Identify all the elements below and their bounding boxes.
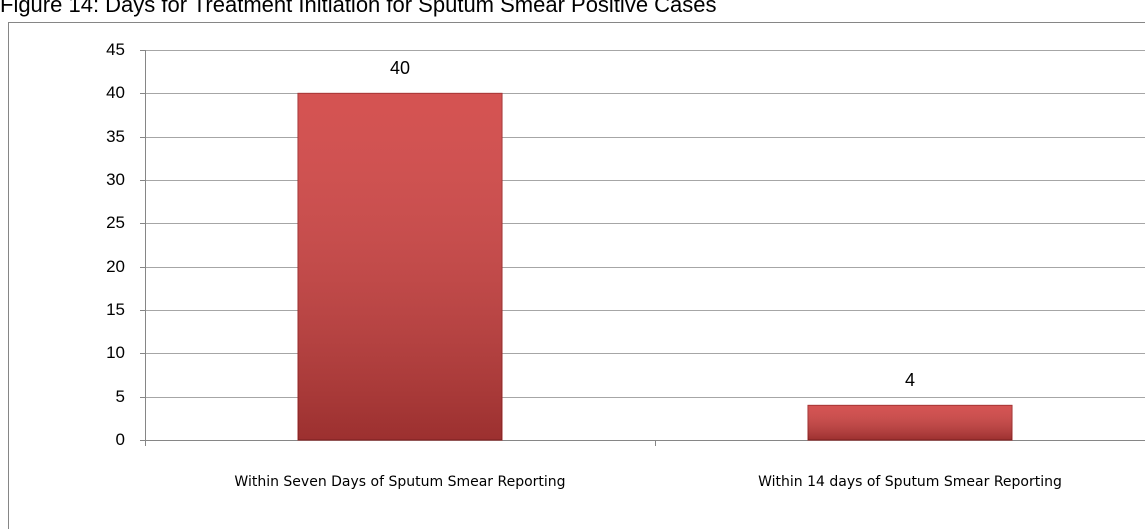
x-tick-label: Within Seven Days of Sputum Smear Report… bbox=[234, 474, 565, 490]
y-tick-label: 30 bbox=[106, 170, 125, 189]
bar-shade bbox=[808, 405, 1012, 440]
y-tick-label: 0 bbox=[116, 430, 125, 449]
y-tick-label: 5 bbox=[116, 387, 125, 406]
y-tick-label: 25 bbox=[106, 213, 125, 232]
y-tick-label: 15 bbox=[106, 300, 125, 319]
y-tick-label: 40 bbox=[106, 83, 125, 102]
bar-shade bbox=[298, 93, 502, 440]
value-label: 40 bbox=[390, 58, 410, 78]
y-tick-label: 35 bbox=[106, 127, 125, 146]
x-tick-label: Within 14 days of Sputum Smear Reporting bbox=[758, 474, 1062, 490]
chart-border bbox=[8, 22, 1145, 529]
y-tick-label: 20 bbox=[106, 257, 125, 276]
y-tick-label: 10 bbox=[106, 343, 125, 362]
value-label: 4 bbox=[905, 370, 915, 390]
chart-title: Figure 14: Days for Treatment Initiation… bbox=[0, 0, 717, 17]
y-tick-label: 45 bbox=[106, 40, 125, 59]
